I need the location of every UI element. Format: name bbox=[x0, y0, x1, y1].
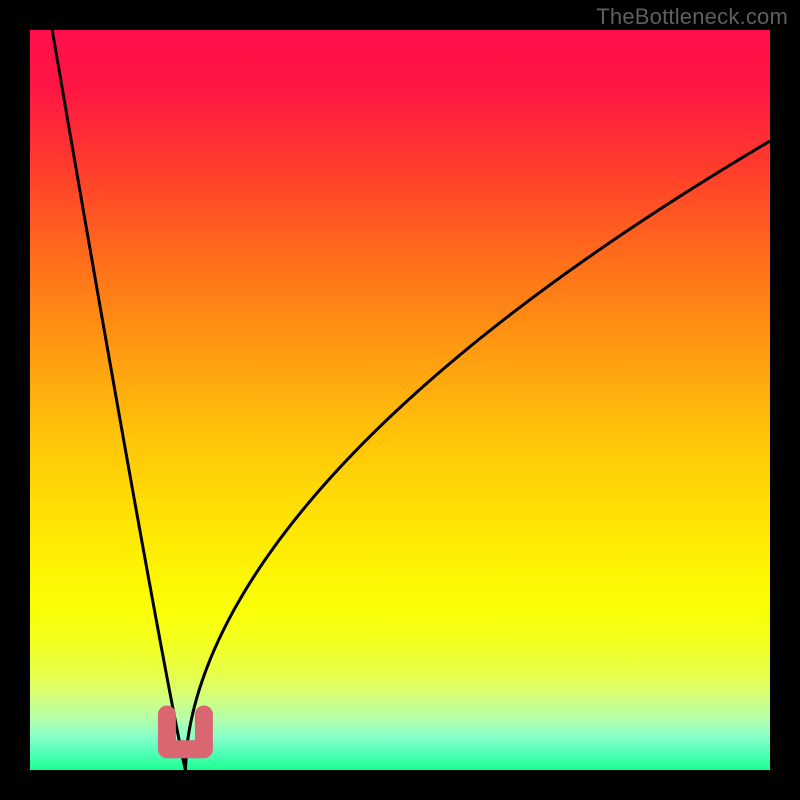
bottleneck-chart bbox=[0, 0, 800, 800]
chart-container: TheBottleneck.com bbox=[0, 0, 800, 800]
watermark-text: TheBottleneck.com bbox=[596, 4, 788, 30]
plot-gradient-background bbox=[30, 30, 770, 770]
